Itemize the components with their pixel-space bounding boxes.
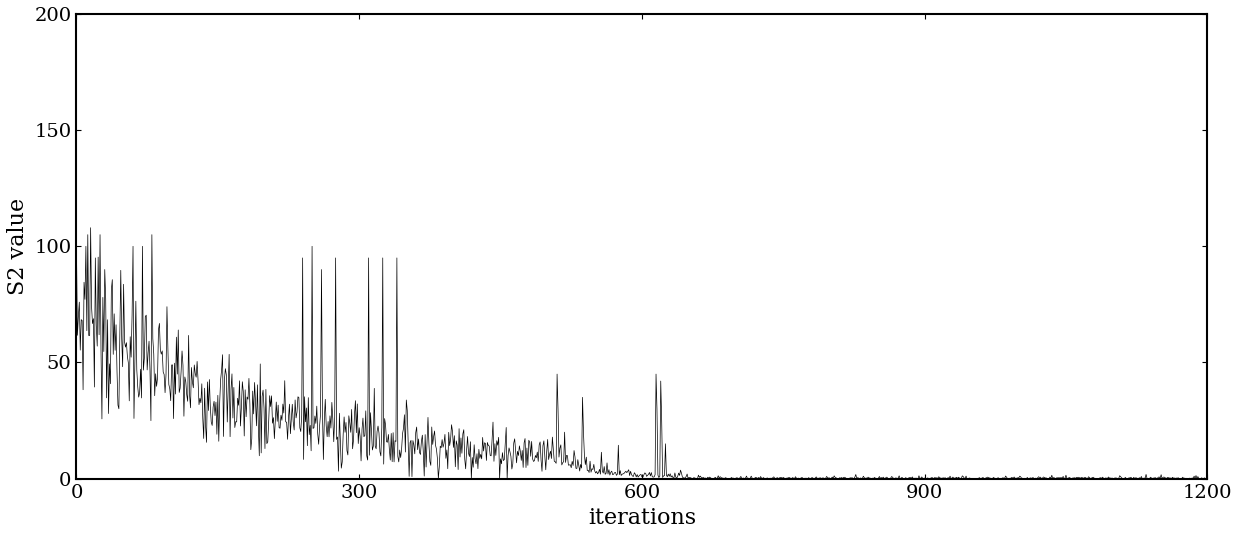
X-axis label: iterations: iterations [587, 507, 696, 529]
Y-axis label: S2 value: S2 value [7, 198, 28, 295]
